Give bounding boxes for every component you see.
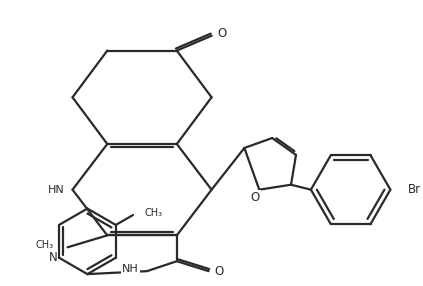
Text: O: O <box>214 265 223 278</box>
Text: CH₃: CH₃ <box>145 208 163 218</box>
Text: N: N <box>49 251 58 264</box>
Text: NH: NH <box>122 264 139 274</box>
Text: HN: HN <box>48 185 65 195</box>
Text: O: O <box>217 27 226 40</box>
Text: Br: Br <box>408 183 421 196</box>
Text: O: O <box>251 191 260 204</box>
Text: CH₃: CH₃ <box>36 240 54 250</box>
